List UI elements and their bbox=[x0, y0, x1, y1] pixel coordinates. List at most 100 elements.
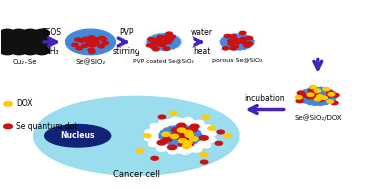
Circle shape bbox=[201, 129, 213, 134]
Circle shape bbox=[164, 29, 171, 33]
Circle shape bbox=[167, 38, 173, 41]
Circle shape bbox=[255, 40, 264, 44]
Circle shape bbox=[158, 121, 169, 127]
Circle shape bbox=[326, 94, 333, 97]
Circle shape bbox=[240, 29, 248, 33]
Circle shape bbox=[327, 100, 333, 103]
Circle shape bbox=[178, 132, 187, 137]
Circle shape bbox=[305, 82, 315, 87]
Circle shape bbox=[177, 133, 185, 138]
Circle shape bbox=[254, 36, 263, 41]
Circle shape bbox=[85, 39, 91, 42]
Circle shape bbox=[222, 47, 229, 50]
Circle shape bbox=[165, 40, 172, 43]
Circle shape bbox=[215, 141, 223, 145]
Circle shape bbox=[254, 48, 261, 52]
Circle shape bbox=[4, 102, 13, 106]
Text: Cu₂₊Se: Cu₂₊Se bbox=[12, 59, 37, 65]
Circle shape bbox=[175, 135, 184, 139]
Circle shape bbox=[89, 42, 96, 46]
Circle shape bbox=[178, 139, 187, 143]
Circle shape bbox=[195, 120, 204, 125]
Circle shape bbox=[183, 146, 195, 152]
Circle shape bbox=[293, 86, 303, 91]
Circle shape bbox=[66, 29, 116, 55]
Circle shape bbox=[183, 118, 192, 122]
Circle shape bbox=[170, 134, 178, 139]
Circle shape bbox=[234, 41, 241, 44]
Circle shape bbox=[230, 35, 236, 38]
Circle shape bbox=[209, 37, 216, 41]
Circle shape bbox=[228, 42, 234, 45]
Circle shape bbox=[177, 128, 185, 132]
Circle shape bbox=[180, 36, 187, 39]
Circle shape bbox=[187, 128, 195, 132]
Text: Nucleus: Nucleus bbox=[60, 131, 95, 140]
Circle shape bbox=[182, 144, 191, 148]
Circle shape bbox=[184, 141, 192, 145]
Circle shape bbox=[141, 48, 151, 53]
Circle shape bbox=[150, 124, 159, 129]
Circle shape bbox=[247, 51, 254, 55]
Circle shape bbox=[152, 141, 163, 147]
Text: stirring: stirring bbox=[112, 47, 140, 56]
Circle shape bbox=[181, 42, 188, 46]
Circle shape bbox=[298, 104, 308, 109]
Circle shape bbox=[86, 42, 93, 45]
Circle shape bbox=[226, 51, 235, 55]
Circle shape bbox=[139, 38, 146, 42]
Circle shape bbox=[314, 94, 321, 98]
Circle shape bbox=[150, 39, 156, 42]
Circle shape bbox=[169, 133, 178, 138]
Circle shape bbox=[144, 134, 151, 138]
Circle shape bbox=[297, 94, 304, 98]
Circle shape bbox=[203, 125, 212, 130]
Circle shape bbox=[328, 84, 337, 89]
Circle shape bbox=[336, 98, 346, 103]
Circle shape bbox=[244, 44, 250, 47]
Circle shape bbox=[183, 43, 193, 48]
Circle shape bbox=[180, 135, 190, 139]
Ellipse shape bbox=[45, 125, 111, 147]
Circle shape bbox=[148, 137, 159, 143]
Circle shape bbox=[218, 50, 226, 54]
Circle shape bbox=[0, 35, 15, 43]
Circle shape bbox=[316, 95, 323, 98]
Circle shape bbox=[81, 44, 88, 47]
Circle shape bbox=[146, 44, 153, 47]
Circle shape bbox=[163, 137, 172, 142]
Circle shape bbox=[313, 107, 323, 112]
Circle shape bbox=[208, 42, 216, 46]
Circle shape bbox=[178, 132, 187, 137]
Circle shape bbox=[208, 126, 215, 130]
Circle shape bbox=[163, 36, 169, 39]
Circle shape bbox=[333, 101, 343, 106]
Circle shape bbox=[137, 33, 147, 38]
Circle shape bbox=[152, 52, 162, 57]
Circle shape bbox=[233, 51, 242, 56]
Circle shape bbox=[314, 89, 321, 92]
Circle shape bbox=[0, 47, 15, 55]
Text: NH₃: NH₃ bbox=[45, 47, 59, 56]
Text: Se@SiO₂: Se@SiO₂ bbox=[75, 58, 106, 65]
Circle shape bbox=[22, 35, 38, 43]
Circle shape bbox=[34, 29, 49, 37]
Circle shape bbox=[309, 80, 318, 84]
Circle shape bbox=[171, 117, 180, 122]
Circle shape bbox=[297, 91, 304, 95]
Circle shape bbox=[147, 133, 158, 139]
Circle shape bbox=[299, 82, 307, 86]
Circle shape bbox=[315, 98, 323, 101]
Circle shape bbox=[178, 130, 187, 134]
Circle shape bbox=[251, 46, 260, 51]
Circle shape bbox=[240, 51, 248, 55]
Circle shape bbox=[82, 37, 89, 40]
Circle shape bbox=[176, 33, 183, 36]
Circle shape bbox=[180, 149, 190, 154]
Circle shape bbox=[333, 86, 343, 91]
Circle shape bbox=[220, 29, 228, 33]
Circle shape bbox=[289, 98, 299, 103]
Circle shape bbox=[336, 103, 344, 107]
Circle shape bbox=[341, 98, 349, 102]
Circle shape bbox=[163, 51, 170, 54]
